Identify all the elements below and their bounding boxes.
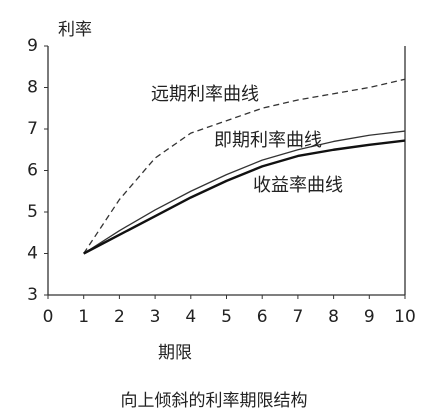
y-tick-label: 8: [27, 78, 38, 98]
y-tick-label: 3: [27, 285, 38, 305]
x-tick-label: 6: [257, 307, 268, 327]
x-tick-label: 3: [150, 307, 161, 327]
y-tick-label: 4: [27, 244, 38, 264]
x-tick-label: 10: [394, 307, 416, 327]
x-tick-label: 7: [292, 307, 303, 327]
y-tick-label: 6: [27, 161, 38, 181]
series-line: [83, 130, 406, 255]
y-tick-label: 5: [27, 202, 38, 222]
y-axis-label: 利率: [58, 20, 92, 40]
series-line: [83, 139, 406, 255]
series-label: 收益率曲线: [253, 175, 343, 196]
x-axis-label: 期限: [158, 343, 192, 363]
series-label: 远期利率曲线: [151, 84, 259, 105]
x-tick-label: 5: [221, 307, 232, 327]
x-tick-label: 8: [328, 307, 339, 327]
series-label: 即期利率曲线: [214, 130, 322, 151]
x-tick-label: 9: [364, 307, 375, 327]
x-tick-label: 4: [185, 307, 196, 327]
x-tick-label: 1: [78, 307, 89, 327]
chart-title: 向上倾斜的利率期限结构: [121, 391, 308, 411]
x-tick-label: 2: [114, 307, 125, 327]
x-tick-label: 0: [43, 307, 54, 327]
series-line: [83, 78, 406, 254]
y-tick-label: 9: [27, 36, 38, 56]
y-tick-label: 7: [27, 119, 38, 139]
